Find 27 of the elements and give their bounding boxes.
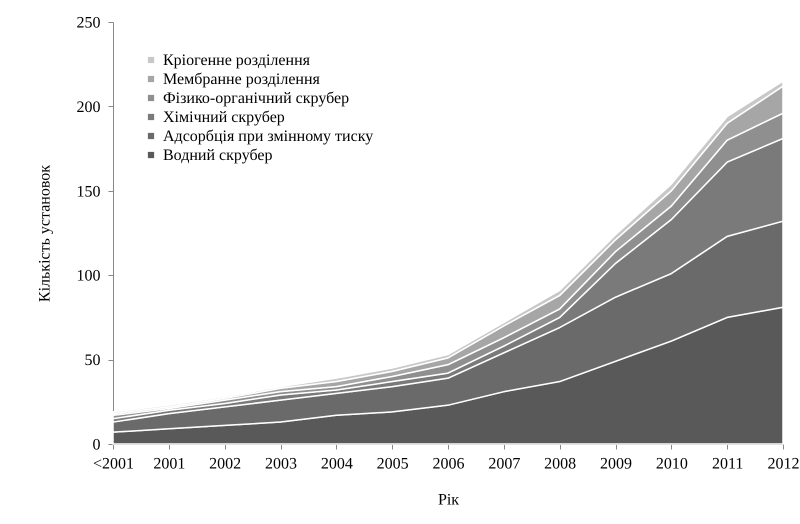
x-tick-label: 2003 [265,456,297,472]
legend-label: Адсорбція при змінному тиску [163,128,374,145]
x-tick-label: 2009 [600,456,632,472]
x-tick-label: 2008 [544,456,576,472]
y-tick-label: 0 [92,436,100,454]
x-tick-label: 2010 [656,456,688,472]
x-tick-label: 2004 [320,456,353,472]
legend-label: Кріогенне розділення [163,52,311,69]
x-tick-label: 2007 [488,456,520,472]
y-axis-title: Кількість установок [36,164,54,302]
x-tick-label: <2001 [92,456,134,472]
x-tick-label: 2002 [209,456,242,472]
x-axis-title: Рік [438,492,460,508]
legend-label: Мембранне розділення [163,71,321,88]
y-tick-label: 250 [76,14,100,32]
x-tick-label: 2005 [376,456,409,472]
x-tick-label: 2001 [153,456,186,472]
y-tick-label: 200 [76,98,100,116]
y-tick-label: 100 [76,268,100,285]
x-tick-label: 2012 [768,456,800,472]
legend-label: Фізико-органічний скрубер [163,90,350,107]
y-tick-label: 50 [84,352,100,370]
legend-label: Хімічний скрубер [163,109,285,126]
x-tick-label: 2011 [712,456,744,472]
legend-label: Водний скрубер [163,147,273,164]
x-tick-label: 2006 [432,456,464,472]
y-tick-label: 150 [76,183,100,200]
